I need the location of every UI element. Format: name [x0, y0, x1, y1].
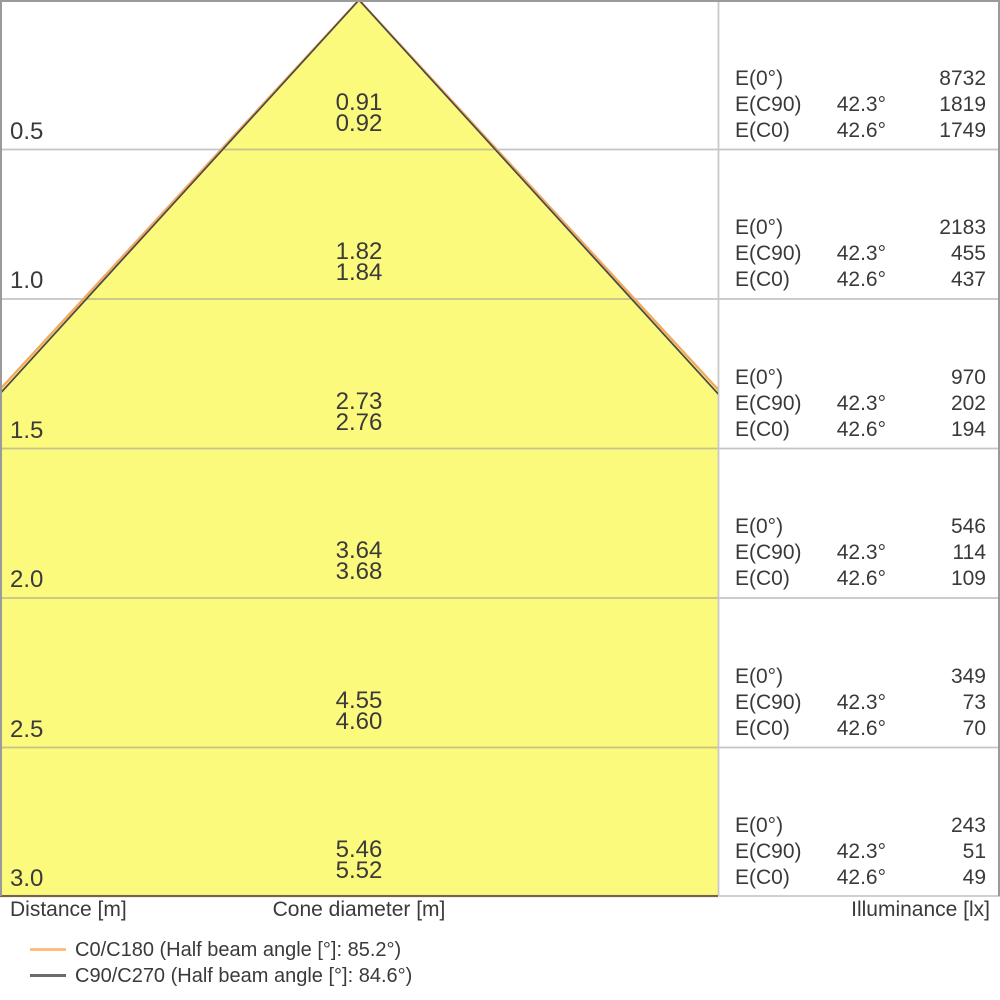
- diameter-c90: 0.91: [335, 88, 383, 116]
- e0-value: 8732: [939, 66, 986, 90]
- e0-angle: [819, 66, 886, 92]
- e0-label: E(0°): [735, 66, 784, 90]
- cone-diameter-values: 1.82 1.84: [249, 238, 469, 286]
- ec0-value: 70: [962, 716, 986, 740]
- diameter-c0: 0.92: [335, 109, 383, 137]
- ec90-angle: 42.3°: [836, 690, 886, 714]
- legend-line-c90: [30, 974, 66, 977]
- diameter-c90: 3.64: [335, 537, 383, 564]
- ec0-angle: 42.6°: [836, 118, 886, 142]
- e0-value: 243: [950, 814, 986, 837]
- ec0-label: E(C0): [735, 268, 790, 291]
- e0-angle: [819, 215, 886, 241]
- illuminance-block: E(0°) 546 E(C90) 42.3° 114 E(C0) 42.6° 1…: [735, 514, 986, 592]
- ec90-label: E(C90): [735, 840, 802, 863]
- ec90-value: 51: [962, 840, 986, 863]
- ec0-angle: 42.6°: [836, 716, 886, 740]
- ec0-label: E(C0): [735, 417, 790, 441]
- cone-chart: [0, 0, 1000, 898]
- ec0-label: E(C0): [735, 567, 790, 590]
- illuminance-block: E(0°) 349 E(C90) 42.3° 73 E(C0) 42.6° 70: [735, 664, 986, 742]
- e0-label: E(0°): [735, 216, 784, 239]
- ec0-label: E(C0): [735, 118, 790, 142]
- ec0-angle: 42.6°: [836, 567, 886, 590]
- cone-diameter-values: 0.91 0.92: [249, 88, 469, 137]
- ec0-value: 437: [950, 268, 986, 291]
- ec90-angle: 42.3°: [836, 541, 886, 564]
- grid-lines: [0, 148, 1000, 749]
- e0-label: E(0°): [735, 515, 784, 538]
- cone-diameter-values: 2.73 2.76: [249, 387, 469, 436]
- ec90-angle: 42.3°: [836, 242, 886, 265]
- cone-c90-outline: [0, 0, 718, 897]
- ec90-value: 73: [962, 690, 986, 714]
- ec0-value: 1749: [939, 118, 986, 142]
- cone-outlines: [0, 0, 718, 898]
- e0-label: E(0°): [735, 365, 784, 389]
- ec90-label: E(C90): [735, 242, 802, 265]
- outer-border: [0, 0, 1000, 896]
- ec90-label: E(C90): [735, 541, 802, 564]
- distance-label: 1.5: [10, 416, 44, 444]
- ec90-value: 202: [950, 391, 986, 415]
- e0-angle: [819, 664, 886, 690]
- cone-diameter-values: 5.46 5.52: [249, 836, 469, 884]
- ec90-value: 455: [950, 242, 986, 265]
- ec90-angle: 42.3°: [836, 92, 886, 116]
- e0-label: E(0°): [735, 814, 784, 837]
- diameter-c90: 2.73: [335, 387, 383, 415]
- ec0-angle: 42.6°: [836, 268, 886, 291]
- ec90-value: 114: [952, 541, 986, 564]
- legend-line-c0: [30, 948, 66, 951]
- diameter-c0: 1.84: [335, 259, 383, 286]
- distance-label: 1.0: [10, 267, 44, 294]
- cone-diameter-values: 3.64 3.68: [249, 537, 469, 585]
- e0-value: 349: [950, 664, 986, 688]
- diameter-c90: 5.46: [335, 836, 383, 863]
- legend-label-c90: C90/C270 (Half beam angle [°]: 84.6°): [75, 965, 413, 987]
- diameter-c0: 2.76: [335, 408, 383, 436]
- illuminance-block: E(0°) 243 E(C90) 42.3° 51 E(C0) 42.6° 49: [735, 813, 986, 891]
- ec90-label: E(C90): [735, 391, 802, 415]
- e0-angle: [819, 365, 886, 391]
- diameter-c90: 1.82: [335, 238, 383, 265]
- ec90-label: E(C90): [735, 690, 802, 714]
- e0-value: 2183: [939, 216, 986, 239]
- distance-label: 3.0: [10, 865, 44, 892]
- distance-label: 2.0: [10, 566, 44, 593]
- illuminance-block: E(0°) 970 E(C90) 42.3° 202 E(C0) 42.6° 1…: [735, 365, 986, 443]
- ec90-angle: 42.3°: [836, 391, 886, 415]
- distance-axis-label: Distance [m]: [10, 898, 127, 921]
- ec0-label: E(C0): [735, 716, 790, 740]
- ec0-value: 109: [950, 567, 986, 590]
- e0-label: E(0°): [735, 664, 784, 688]
- distance-label: 0.5: [10, 117, 44, 145]
- diameter-c90: 4.55: [335, 686, 383, 714]
- ec90-label: E(C90): [735, 92, 802, 116]
- ec0-value: 194: [950, 417, 986, 441]
- illuminance-block: E(0°) 2183 E(C90) 42.3° 455 E(C0) 42.6° …: [735, 215, 986, 293]
- diameter-c0: 3.68: [335, 558, 383, 585]
- e0-value: 970: [950, 365, 986, 389]
- illuminance-block: E(0°) 8732 E(C90) 42.3° 1819 E(C0) 42.6°…: [735, 66, 986, 144]
- ec0-value: 49: [962, 866, 986, 889]
- e0-value: 546: [950, 515, 986, 538]
- legend-label-c0: C0/C180 (Half beam angle [°]: 85.2°): [75, 939, 402, 961]
- e0-angle: [819, 813, 886, 839]
- ec0-angle: 42.6°: [836, 866, 886, 889]
- distance-label: 2.5: [10, 715, 44, 743]
- ec0-angle: 42.6°: [836, 417, 886, 441]
- ec90-value: 1819: [939, 92, 986, 116]
- illuminance-axis-label: Illuminance [lx]: [851, 898, 990, 921]
- diameter-c0: 5.52: [335, 857, 383, 884]
- cone-diameter-axis-label: Cone diameter [m]: [272, 898, 446, 921]
- cone-diameter-values: 4.55 4.60: [249, 686, 469, 735]
- ec90-angle: 42.3°: [836, 840, 886, 863]
- ec0-label: E(C0): [735, 866, 790, 889]
- diameter-c0: 4.60: [335, 707, 383, 735]
- e0-angle: [819, 514, 886, 540]
